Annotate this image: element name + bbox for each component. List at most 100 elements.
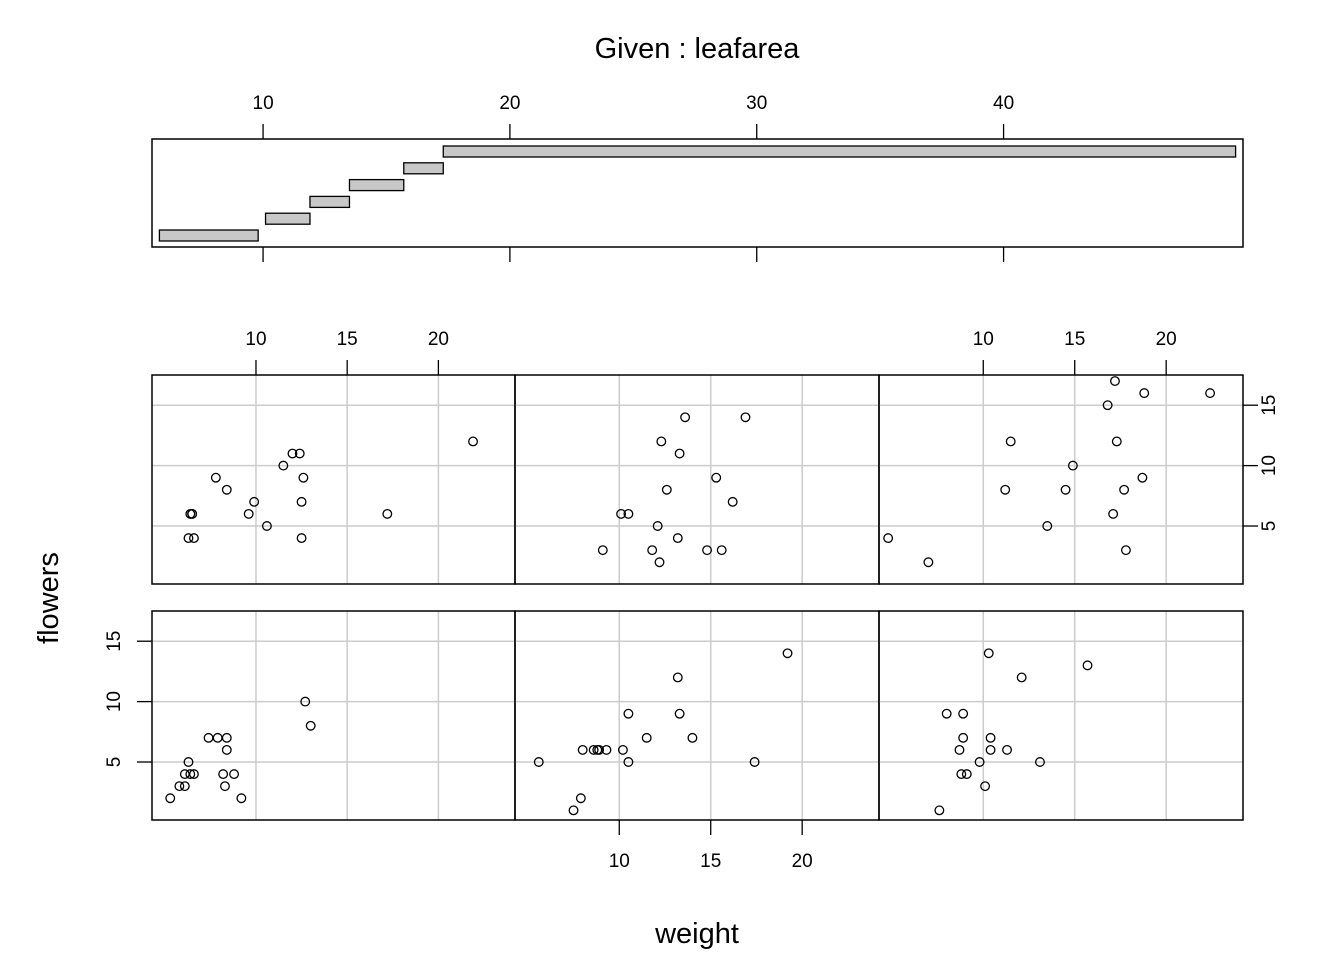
- data-point: [958, 708, 969, 719]
- data-point: [1137, 472, 1148, 483]
- scatter-panel-4: [151, 374, 516, 585]
- y-tick-label: 5: [104, 757, 125, 768]
- y-tick-label: 10: [104, 691, 125, 712]
- x-tick-label: 10: [609, 851, 630, 872]
- data-point: [210, 472, 221, 483]
- data-point: [687, 732, 698, 743]
- data-point: [954, 744, 965, 755]
- given-panel: 10 20 30 40: [151, 93, 1244, 262]
- data-point: [985, 744, 996, 755]
- data-point: [1111, 436, 1122, 447]
- x-axis-label: weight: [654, 918, 739, 950]
- data-point: [974, 757, 985, 767]
- data-point: [672, 533, 683, 544]
- data-point: [183, 533, 194, 544]
- data-point: [674, 708, 685, 719]
- data-point: [601, 744, 612, 755]
- data-point: [203, 732, 214, 743]
- data-point: [985, 732, 996, 743]
- data-point: [183, 757, 194, 767]
- y-tick-label: 15: [104, 631, 125, 652]
- data-point: [749, 757, 760, 767]
- data-point: [165, 793, 176, 804]
- data-point: [588, 744, 599, 755]
- x-tick-label: 15: [337, 329, 358, 350]
- given-interval-bar: [309, 195, 351, 209]
- x-tick-label: 20: [792, 851, 813, 872]
- data-point: [623, 757, 634, 767]
- data-point: [674, 448, 685, 459]
- data-point: [616, 508, 627, 519]
- data-point: [594, 744, 605, 755]
- data-point: [382, 508, 393, 519]
- data-point: [296, 496, 307, 507]
- data-point: [740, 412, 751, 423]
- data-point: [980, 781, 991, 792]
- scatter-panel-3: [878, 610, 1244, 821]
- data-point: [1060, 484, 1071, 495]
- data-point: [941, 708, 952, 719]
- data-point: [923, 557, 934, 568]
- data-point: [983, 648, 994, 659]
- data-point: [617, 744, 628, 755]
- given-interval-bar: [442, 145, 1237, 158]
- x-tick-label: 10: [245, 329, 266, 350]
- data-point: [934, 805, 945, 816]
- scatter-panel-frame: [878, 610, 1244, 821]
- data-point: [221, 732, 232, 743]
- data-point: [533, 757, 544, 767]
- data-point: [236, 793, 247, 804]
- data-point: [278, 460, 289, 471]
- y-tick-label: 5: [1259, 521, 1280, 532]
- data-point: [189, 533, 199, 544]
- data-point: [1119, 484, 1130, 495]
- data-point: [961, 769, 972, 780]
- scatter-panel-frame: [514, 610, 880, 821]
- data-point: [298, 472, 309, 483]
- data-point: [680, 412, 691, 423]
- x-tick-label: 10: [973, 329, 994, 350]
- data-point: [296, 533, 307, 544]
- data-point: [1042, 521, 1053, 531]
- scatter-panel-6: [878, 374, 1244, 585]
- data-point: [1067, 460, 1078, 471]
- data-point: [672, 672, 683, 683]
- given-tick-label: 40: [993, 93, 1014, 114]
- data-point: [185, 769, 196, 780]
- data-point: [1102, 400, 1113, 411]
- data-point: [179, 781, 190, 792]
- data-point: [623, 508, 634, 519]
- data-point: [711, 472, 722, 483]
- shared-axes: 10 15 20 10 15 20 10 15 20 5 10 15 5 10 15: [104, 329, 1280, 872]
- data-point: [287, 448, 298, 459]
- scatter-panels: [151, 374, 1244, 821]
- given-title: Given : leafarea: [595, 33, 801, 65]
- data-point: [1005, 436, 1016, 447]
- y-axis-label: flowers: [33, 552, 65, 644]
- data-point: [575, 793, 586, 804]
- scatter-panel-5: [514, 374, 880, 585]
- y-tick-label: 10: [1259, 455, 1280, 476]
- data-point: [652, 521, 663, 531]
- data-point: [716, 545, 727, 556]
- given-tick-label: 10: [253, 93, 274, 114]
- data-point: [1082, 660, 1093, 671]
- data-point: [305, 720, 316, 731]
- data-point: [229, 769, 240, 780]
- data-point: [261, 521, 272, 531]
- given-interval-bar: [348, 178, 405, 192]
- data-point: [623, 708, 634, 719]
- data-point: [958, 732, 969, 743]
- data-point: [883, 533, 894, 544]
- data-point: [187, 508, 198, 519]
- data-point: [212, 732, 223, 743]
- given-tick-label: 30: [746, 93, 767, 114]
- data-point: [1002, 744, 1012, 755]
- data-point: [577, 744, 588, 755]
- data-point: [1205, 388, 1216, 399]
- given-interval-bar: [403, 162, 444, 175]
- data-point: [243, 508, 254, 519]
- data-point: [782, 648, 793, 659]
- given-panel-frame: [151, 138, 1244, 248]
- data-point: [568, 805, 579, 816]
